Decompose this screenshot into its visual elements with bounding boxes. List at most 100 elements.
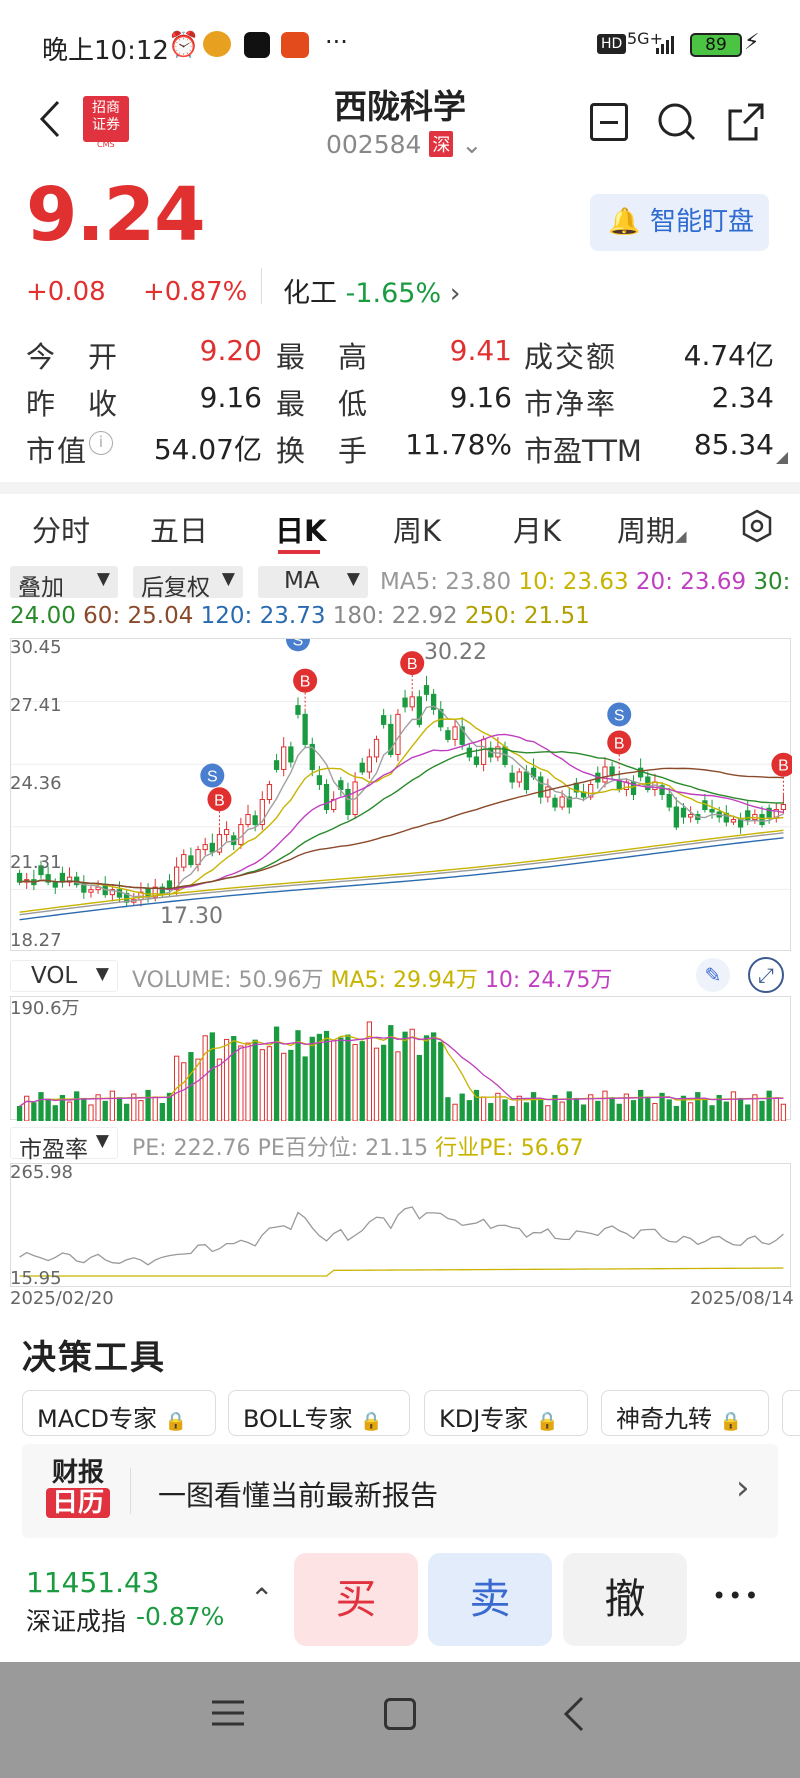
tab-timeshare[interactable]: 分时 [32,514,91,548]
candle [452,726,458,740]
volume-bar [245,1042,251,1122]
sector-link[interactable]: 化工 -1.65% › [283,278,461,309]
volume-bar [309,1036,315,1122]
volume-bar [416,1054,422,1122]
network-label: 5G+ [627,29,663,48]
candle [566,796,572,808]
volume-bar [238,1045,244,1122]
sell-button[interactable]: 卖 [428,1553,552,1646]
expand-corner-icon[interactable] [776,452,788,464]
volume-bar [159,1103,165,1122]
candle [273,760,280,770]
stat-label: 市净率 [524,387,618,421]
pe-select[interactable]: 市盈率 ▼ [10,1127,118,1163]
volume-bar [638,1089,644,1122]
nav-back-icon[interactable] [560,1696,586,1732]
back-icon[interactable] [32,96,68,142]
menu-icon[interactable] [212,1698,244,1728]
sougou-icon [281,32,309,58]
search-icon[interactable] [657,101,697,143]
candle [602,766,608,783]
buy-button[interactable]: 买 [294,1553,418,1646]
volume-bar [652,1103,658,1122]
volume-bar [566,1091,572,1122]
volume-bar [138,1100,144,1122]
volume-bar [745,1104,751,1122]
candle [538,776,544,798]
volume-bar [38,1092,44,1122]
lock-icon: 🔒 [535,1411,559,1432]
volume-bar [145,1089,151,1122]
info-icon[interactable]: i [89,431,113,455]
volume-bar [438,1041,444,1122]
tab-monthly-k[interactable]: 月K [513,514,562,548]
edit-icon[interactable]: ✎ [696,958,730,992]
volume-bar [773,1097,779,1122]
volume-bar [780,1103,787,1122]
cancel-button[interactable]: 撤 [563,1553,687,1646]
volume-bar [409,1028,415,1122]
share-icon[interactable] [726,101,766,143]
y-tick: 18.27 [10,930,62,951]
tool-kdj[interactable]: KDJ专家 🔒 [424,1390,588,1436]
candle [124,892,130,903]
chevron-up-icon[interactable]: ⌃ [250,1582,274,1615]
candle [745,810,751,821]
smart-watch-button[interactable]: 🔔 智能盯盘 [590,194,769,251]
candle [388,723,394,755]
volume-bar [102,1100,108,1122]
candle [81,882,87,893]
tab-daily-k[interactable]: 日K [275,514,327,548]
candle [737,819,744,828]
lock-icon: 🔒 [719,1411,743,1432]
report-banner[interactable]: 财报 日历 一图看懂当前最新报告 › [22,1444,778,1538]
tool-boll[interactable]: BOLL专家 🔒 [228,1390,410,1436]
volume-chart[interactable] [10,996,791,1122]
pe-chart[interactable] [10,1163,791,1287]
stat-label: 换 手 [276,434,370,468]
candle [302,713,308,745]
signal-icon [656,34,678,54]
candle [402,697,408,708]
tab-period[interactable]: 周期◢ [617,514,687,548]
volume-bar [559,1101,565,1122]
adjust-select[interactable]: 后复权 ▼ [133,566,243,601]
candle [687,814,694,818]
stat-value: 85.34 [693,428,774,461]
tab-weekly-k[interactable]: 周K [393,514,442,548]
volume-bar [352,1044,358,1122]
settings-icon[interactable] [740,508,774,544]
tool-macd[interactable]: MACD专家 🔒 [22,1390,216,1436]
volume-bar [281,1052,287,1122]
ma-line-10 [19,717,784,896]
divider [261,268,262,304]
tool-more[interactable] [782,1390,800,1436]
vol-select[interactable]: VOL ▼ [10,960,118,992]
volume-bar [231,1036,237,1122]
ma-select[interactable]: MA ▼ [258,566,368,598]
volume-bar [116,1097,123,1122]
candle [495,746,501,758]
tab-5day[interactable]: 五日 [150,514,209,548]
home-icon[interactable] [384,1698,416,1730]
volume-bar [545,1105,551,1122]
stock-code[interactable]: 002584 深 ⌄ [326,130,483,159]
candle [188,855,194,866]
stat-value: 9.16 [199,381,262,414]
stat-value: 2.34 [711,381,774,414]
buy-marker-label: B [214,792,225,809]
tool-nine-turn[interactable]: 神奇九转 🔒 [601,1390,769,1436]
minus-box-icon[interactable] [590,103,628,141]
volume-bar [31,1102,37,1122]
candle [780,804,787,811]
candle [673,806,679,828]
more-icon[interactable]: ••• [712,1582,761,1610]
fullscreen-icon[interactable]: ⤢ [748,957,784,993]
candle [545,786,551,798]
section-gap [0,482,800,494]
candle [445,730,451,740]
kline-chart[interactable]: BBBBBSSSS [10,605,796,951]
more-notifications-icon: ··· [325,28,348,56]
overlay-select[interactable]: 叠加 ▼ [10,566,118,601]
stat-label: 成交额 [524,340,618,374]
